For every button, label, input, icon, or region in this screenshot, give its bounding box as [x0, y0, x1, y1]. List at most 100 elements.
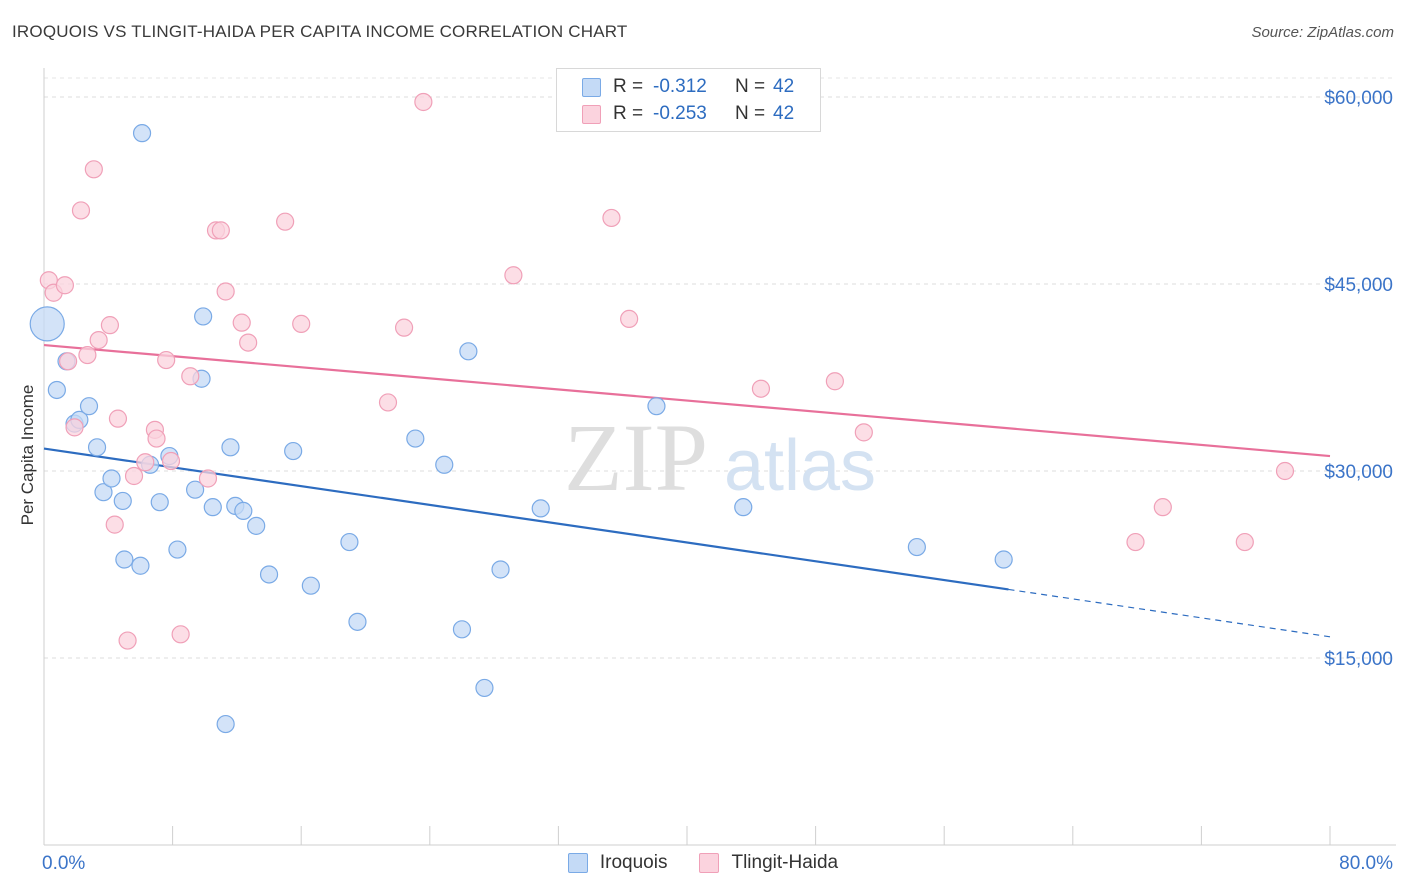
chart-title: IROQUOIS VS TLINGIT-HAIDA PER CAPITA INC…: [12, 22, 628, 41]
y-tick-label: $45,000: [1324, 275, 1393, 296]
point-tlingit-haida: [276, 212, 295, 231]
point-iroquois: [221, 438, 240, 457]
legend-row-tlingit-haida: R = -0.253 N = 42: [582, 102, 794, 126]
watermark: ZIP atlas: [564, 404, 876, 511]
point-iroquois: [131, 556, 150, 575]
legend-n-label: N =: [735, 76, 766, 97]
point-tlingit-haida: [55, 276, 74, 295]
point-tlingit-haida: [211, 221, 230, 240]
point-tlingit-haida: [1126, 532, 1145, 552]
point-iroquois: [216, 714, 235, 734]
point-tlingit-haida: [118, 631, 137, 650]
point-tlingit-haida: [292, 314, 311, 333]
point-tlingit-haida: [136, 453, 155, 472]
point-iroquois: [29, 306, 65, 342]
point-iroquois: [994, 550, 1013, 569]
data-points: [29, 92, 1295, 734]
point-tlingit-haida: [147, 429, 166, 448]
point-iroquois: [113, 491, 132, 511]
series-legend-tlingit-haida[interactable]: Tlingit-Haida: [699, 852, 838, 874]
point-tlingit-haida: [59, 352, 78, 371]
legend-r-label: R =: [613, 76, 644, 97]
series-name-iroquois: Iroquois: [599, 852, 668, 873]
point-iroquois: [284, 441, 303, 461]
point-tlingit-haida: [602, 208, 621, 228]
point-tlingit-haida: [1235, 532, 1254, 552]
point-tlingit-haida: [504, 266, 523, 285]
point-iroquois: [259, 565, 279, 584]
point-iroquois: [491, 560, 510, 579]
point-iroquois: [734, 498, 753, 517]
legend-r-value: -0.312: [653, 76, 707, 97]
point-iroquois: [531, 499, 550, 518]
grid-lines: [44, 77, 1396, 659]
point-iroquois: [247, 516, 266, 535]
watermark-atlas: atlas: [724, 426, 876, 506]
point-iroquois: [186, 480, 205, 499]
series-name-tlingit-haida: Tlingit-Haida: [731, 852, 839, 873]
trend-line-tlingit-haida: [43, 343, 1331, 458]
x-tick-label-max: 80.0%: [1339, 853, 1393, 874]
point-iroquois: [94, 483, 113, 502]
y-tick-label: $15,000: [1324, 649, 1393, 670]
point-iroquois: [115, 550, 134, 569]
point-tlingit-haida: [171, 625, 190, 644]
stats-legend: R = -0.312 N = 42 R = -0.253 N = 42: [556, 68, 821, 132]
legend-n-value: 42: [773, 76, 795, 97]
y-axis-label: Per Capita Income: [18, 384, 37, 526]
point-iroquois: [79, 397, 99, 416]
point-iroquois: [301, 576, 320, 595]
legend-r-label: R =: [613, 103, 644, 124]
point-tlingit-haida: [1153, 498, 1172, 517]
point-iroquois: [194, 307, 213, 326]
point-tlingit-haida: [216, 282, 235, 301]
legend-n-label: N =: [735, 103, 766, 124]
source-credit: Source: ZipAtlas.com: [1251, 24, 1394, 41]
trend-extension-iroquois: [1008, 588, 1331, 638]
point-tlingit-haida: [71, 201, 91, 220]
point-tlingit-haida: [181, 367, 200, 386]
series-legend-iroquois[interactable]: Iroquois: [567, 852, 668, 874]
point-iroquois: [459, 342, 478, 361]
point-iroquois: [452, 620, 472, 639]
point-iroquois: [907, 537, 926, 557]
point-tlingit-haida: [157, 350, 176, 370]
point-tlingit-haida: [161, 451, 181, 471]
watermark-zip: ZIP: [564, 404, 708, 511]
point-tlingit-haida: [198, 469, 218, 488]
point-iroquois: [150, 493, 169, 512]
y-tick-label: $30,000: [1324, 462, 1393, 483]
series-swatch-tlingit-haida: [699, 853, 720, 873]
point-iroquois: [234, 501, 253, 520]
point-tlingit-haida: [825, 372, 844, 391]
point-tlingit-haida: [65, 418, 84, 437]
point-tlingit-haida: [100, 316, 120, 335]
point-iroquois: [340, 532, 359, 552]
point-iroquois: [435, 455, 454, 474]
legend-r-value: -0.253: [653, 103, 707, 124]
point-iroquois: [348, 612, 367, 631]
point-tlingit-haida: [124, 466, 144, 486]
point-iroquois: [406, 429, 425, 448]
point-tlingit-haida: [378, 393, 398, 412]
y-tick-label: $60,000: [1324, 88, 1393, 109]
point-iroquois: [132, 124, 152, 143]
point-iroquois: [475, 678, 494, 698]
legend-swatch-tlingit-haida: [582, 104, 601, 124]
point-tlingit-haida: [105, 515, 124, 534]
point-tlingit-haida: [414, 92, 433, 112]
point-iroquois: [203, 498, 222, 517]
point-iroquois: [647, 397, 666, 416]
point-tlingit-haida: [751, 379, 771, 398]
point-iroquois: [168, 540, 187, 559]
point-tlingit-haida: [78, 345, 97, 365]
legend-n-value: 42: [773, 103, 795, 124]
point-tlingit-haida: [108, 409, 128, 428]
point-iroquois: [47, 380, 66, 400]
point-iroquois: [102, 469, 121, 488]
series-swatch-iroquois: [567, 853, 588, 873]
point-tlingit-haida: [620, 309, 639, 329]
point-tlingit-haida: [84, 160, 103, 179]
point-tlingit-haida: [89, 331, 108, 350]
